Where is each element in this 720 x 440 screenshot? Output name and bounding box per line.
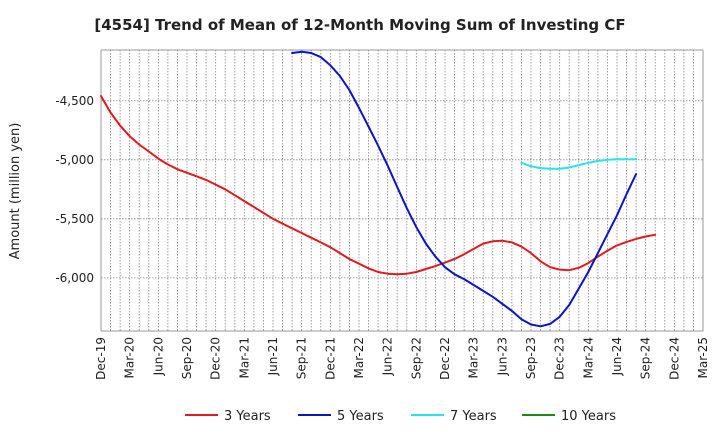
legend: 3 Years 5 Years 7 Years 10 Years: [185, 409, 616, 424]
x-tick-label: Jun-22: [381, 337, 395, 376]
legend-label: 5 Years: [337, 409, 384, 424]
legend-item: 3 Years: [185, 409, 271, 424]
x-tick-label: Dec-24: [667, 337, 681, 380]
grid: [101, 50, 703, 331]
series-layer: [100, 50, 657, 328]
legend-label: 7 Years: [450, 409, 497, 424]
x-tick-label: Mar-24: [581, 337, 595, 378]
legend-item: 5 Years: [298, 409, 384, 424]
y-tick-label: -5,000: [55, 153, 94, 167]
x-tick-label: Dec-21: [323, 337, 337, 380]
x-tick-label: Dec-20: [209, 337, 223, 380]
x-tick-label: Jun-24: [610, 337, 624, 376]
x-tick-label: Jun-20: [151, 337, 165, 376]
x-tick-label: Mar-21: [237, 337, 251, 378]
x-tick-label: Dec-22: [438, 337, 452, 380]
x-tick-label: Sep-24: [639, 337, 653, 379]
x-tick-labels: Dec-19 Mar-20 Jun-20 Sep-20 Dec-20 Mar-21 Jun-…: [94, 337, 710, 380]
x-tick-label: Sep-22: [409, 337, 423, 379]
x-tick-label: Mar-20: [123, 337, 137, 378]
legend-item: 7 Years: [411, 409, 497, 424]
x-tick-label: Dec-23: [553, 337, 567, 380]
chart-title: [4554] Trend of Mean of 12-Month Moving …: [94, 16, 625, 34]
legend-label: 10 Years: [561, 409, 616, 424]
series-line-7-years: [520, 158, 638, 170]
x-tick-label: Jun-21: [266, 337, 280, 376]
plot-frame: [100, 49, 704, 332]
y-tick-label: -6,000: [55, 271, 94, 285]
legend-item: 10 Years: [522, 409, 616, 424]
x-tick-label: Dec-19: [94, 337, 108, 380]
x-tick-label: Mar-22: [352, 337, 366, 378]
x-tick-label: Mar-23: [467, 337, 481, 378]
y-tick-label: -4,500: [55, 94, 94, 108]
y-tick-labels: -4,500 -5,000 -5,500 -6,000: [55, 94, 94, 285]
x-tick-label: Mar-25: [696, 337, 710, 378]
x-tick-label: Jun-23: [495, 337, 509, 376]
x-tick-label: Sep-21: [295, 337, 309, 379]
series-line-3-years: [100, 95, 657, 276]
legend-label: 3 Years: [224, 409, 271, 424]
y-axis-label: Amount (million yen): [8, 123, 23, 260]
series-line-5-years: [291, 50, 638, 328]
x-tick-label: Sep-23: [524, 337, 538, 379]
y-tick-label: -5,500: [55, 212, 94, 226]
x-tick-label: Sep-20: [180, 337, 194, 379]
